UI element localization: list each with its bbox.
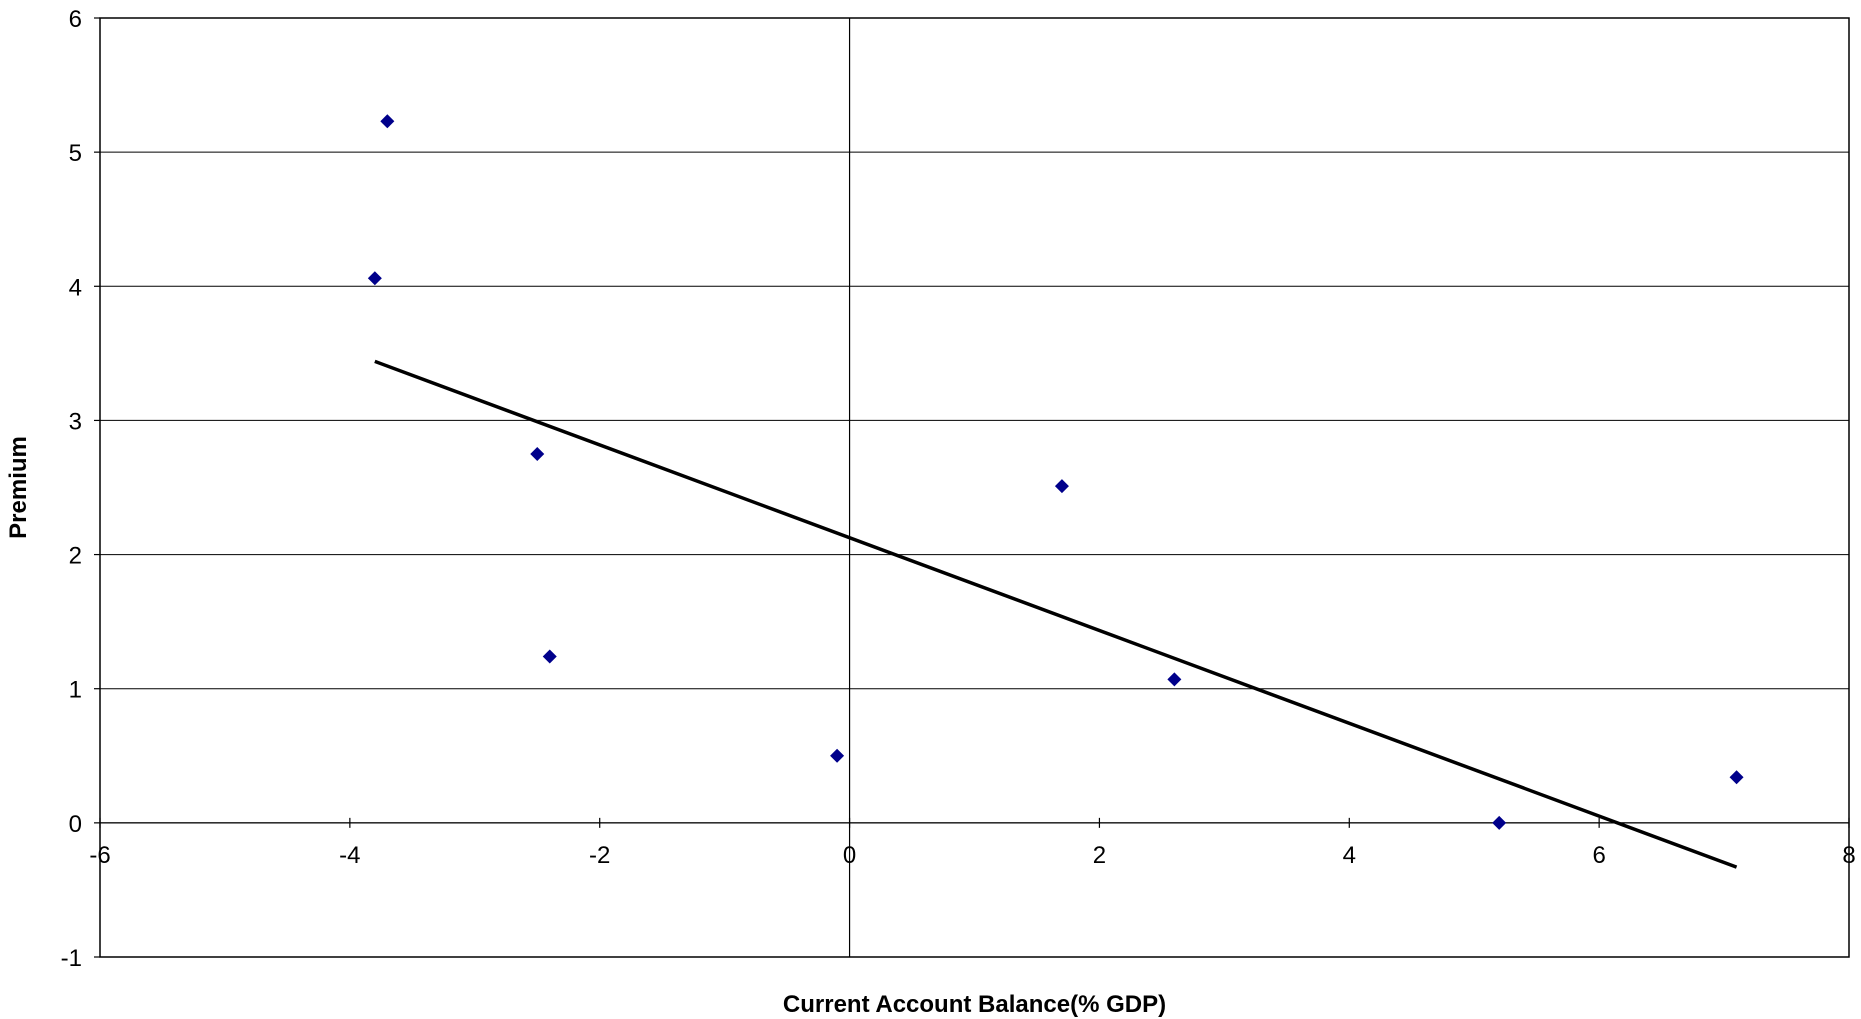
y-axis-title: Premium <box>5 436 32 539</box>
data-point <box>542 649 557 664</box>
trend-layer <box>374 359 1738 869</box>
y-tick-label: 5 <box>69 140 82 167</box>
x-tick-label: 0 <box>843 842 856 869</box>
x-tick-label: 4 <box>1343 842 1356 869</box>
tick-layer: -6 -4 -2 0 2 4 6 8 -1 0 1 2 3 4 5 6 <box>61 6 1856 972</box>
axis-layer <box>100 18 1849 957</box>
x-tick-label: 2 <box>1093 842 1106 869</box>
data-point <box>830 748 845 763</box>
grid-layer <box>100 151 1849 824</box>
y-tick-label: 0 <box>69 811 82 838</box>
x-tick-label: 8 <box>1842 842 1855 869</box>
data-point <box>1492 815 1507 830</box>
point-layer <box>367 114 1744 830</box>
data-point <box>1729 770 1744 785</box>
y-tick-label: 6 <box>69 6 82 33</box>
x-axis-title: Current Account Balance(% GDP) <box>783 991 1166 1018</box>
data-point <box>367 271 382 286</box>
y-tick-label: -1 <box>61 945 82 972</box>
y-tick-label: 2 <box>69 543 82 570</box>
x-tick-label: -2 <box>589 842 610 869</box>
plot-frame <box>99 17 1850 958</box>
data-point <box>380 114 395 129</box>
x-tick-label: 6 <box>1592 842 1605 869</box>
x-tick-label: -6 <box>89 842 110 869</box>
data-point <box>1054 479 1069 494</box>
trendline <box>374 359 1738 869</box>
y-tick-label: 3 <box>69 408 82 435</box>
data-point <box>1167 672 1182 687</box>
y-tick-label: 4 <box>69 274 82 301</box>
y-tick-label: 1 <box>69 677 82 704</box>
data-point <box>530 446 545 461</box>
x-tick-label: -4 <box>339 842 360 869</box>
